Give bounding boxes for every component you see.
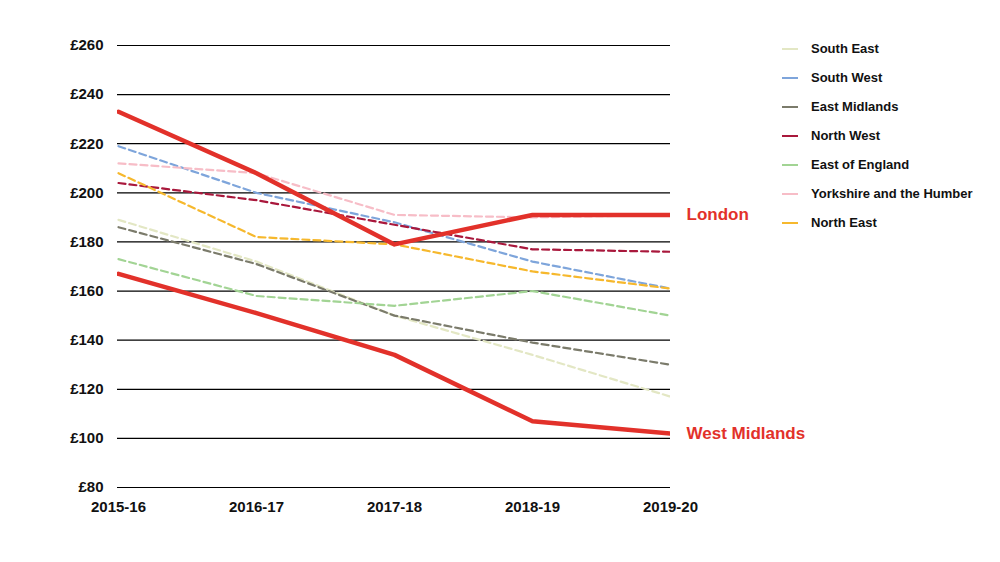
svg-text:£140: £140 — [70, 331, 103, 348]
svg-text:£120: £120 — [70, 380, 103, 397]
html-text:South West: South West — [811, 70, 883, 85]
svg-text:£260: £260 — [70, 36, 103, 53]
html-text:Yorkshire and the Humber: Yorkshire and the Humber — [811, 186, 973, 201]
svg-text:£80: £80 — [78, 478, 103, 495]
svg-text:£180: £180 — [70, 233, 103, 250]
svg-text:2015-16: 2015-16 — [91, 498, 146, 515]
svg-text:£200: £200 — [70, 184, 103, 201]
svg-text:£100: £100 — [70, 429, 103, 446]
svg-text:£240: £240 — [70, 85, 103, 102]
html-text:North West: North West — [811, 128, 881, 143]
svg-text:2017-18: 2017-18 — [367, 498, 422, 515]
html-text:North East: North East — [811, 215, 877, 230]
html-text:East Midlands: East Midlands — [811, 99, 899, 114]
svg-text:£160: £160 — [70, 282, 103, 299]
svg-text:2019-20: 2019-20 — [643, 498, 698, 515]
svg-text:£220: £220 — [70, 135, 103, 152]
svg-text:2016-17: 2016-17 — [229, 498, 284, 515]
svg-text:2018-19: 2018-19 — [505, 498, 560, 515]
html-text:South East: South East — [811, 41, 879, 56]
svg-text:London: London — [687, 205, 749, 224]
svg-text:West Midlands: West Midlands — [687, 424, 806, 443]
html-text:East of England: East of England — [811, 157, 910, 172]
